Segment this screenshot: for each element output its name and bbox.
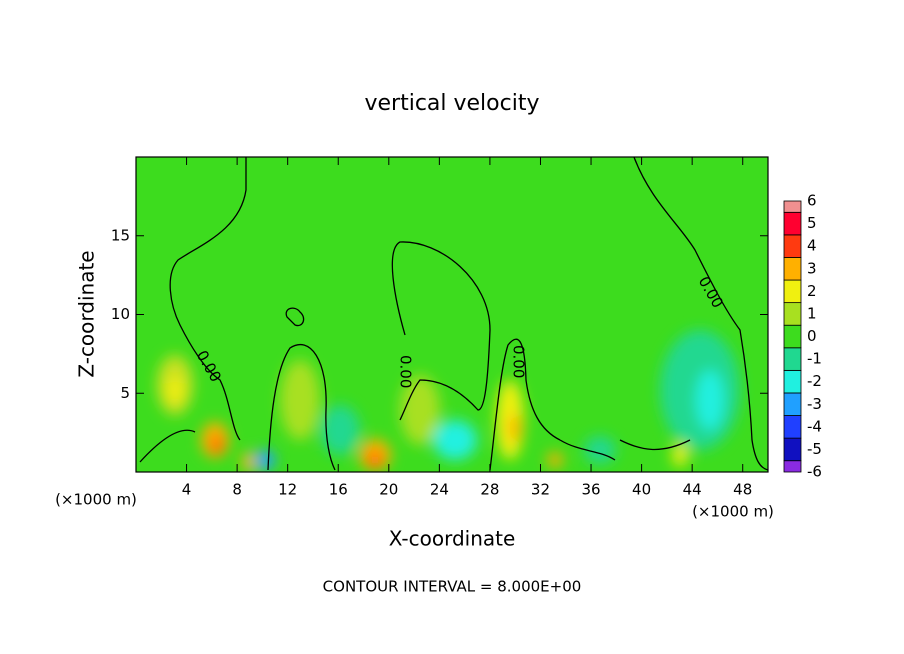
y-tick-label: 10: [111, 305, 130, 323]
field: 0.00 0.00 0.00 0.00: [136, 157, 768, 472]
colorbar-label: -6: [807, 463, 822, 481]
colorbar-box: [783, 257, 802, 281]
colorbar-label: -4: [807, 417, 822, 435]
colorbar-box: [783, 234, 802, 258]
x-tick-label: 40: [632, 481, 651, 499]
y-tick-label: 15: [111, 226, 130, 244]
contour-lines: [139, 157, 768, 471]
colorbar-label: -2: [807, 372, 822, 390]
colorbar-label: 4: [807, 237, 817, 255]
field-background: [136, 157, 768, 472]
x-axis-label: X-coordinate: [389, 527, 516, 551]
x-tick-label: 24: [430, 481, 449, 499]
x-tick-label: 20: [379, 481, 398, 499]
field-blobs: [157, 330, 740, 472]
x-tick-label: 44: [683, 481, 702, 499]
colorbar-label: 2: [807, 282, 817, 300]
colorbar-label: -5: [807, 440, 822, 458]
x-tick-label: 36: [581, 481, 600, 499]
colorbar-box: [783, 211, 802, 236]
colorbar-box: [783, 324, 802, 349]
x-tick-label: 4: [182, 481, 192, 499]
colorbar-box: [783, 392, 802, 416]
x-tick-label: 48: [733, 481, 752, 499]
colorbar-label: 3: [807, 259, 817, 277]
x-units-right: (×1000 m): [692, 503, 774, 521]
x-tick-label: 28: [480, 481, 499, 499]
colorbar-box: [783, 460, 802, 473]
colorbar-box: [783, 369, 802, 394]
chart-title: vertical velocity: [364, 91, 539, 116]
x-tick-label: 8: [232, 481, 242, 499]
colorbar-box: [783, 279, 802, 304]
colorbar-box: [783, 437, 802, 462]
colorbar-box: [783, 347, 802, 371]
x-tick-label: 12: [278, 481, 297, 499]
colorbar-label: 6: [807, 192, 817, 210]
y-tick-label: 5: [120, 384, 130, 402]
colorbar-label: -3: [807, 395, 822, 413]
x-units-left: (×1000 m): [55, 491, 137, 509]
colorbar-box: [783, 415, 802, 439]
colorbar-box: [783, 302, 802, 326]
colorbar-label: 1: [807, 304, 817, 322]
colorbar-label: -1: [807, 350, 822, 368]
contour-label: 0.00: [510, 345, 528, 378]
contour-label: 0.00: [397, 355, 415, 388]
colorbar-label: 0: [807, 327, 817, 345]
colorbar-box: [783, 200, 802, 213]
footer: CONTOUR INTERVAL = 8.000E+00: [323, 578, 582, 596]
x-tick-label: 16: [329, 481, 348, 499]
colorbar-label: 5: [807, 214, 817, 232]
x-tick-label: 32: [531, 481, 550, 499]
y-axis-label: Z-coordinate: [75, 250, 99, 377]
